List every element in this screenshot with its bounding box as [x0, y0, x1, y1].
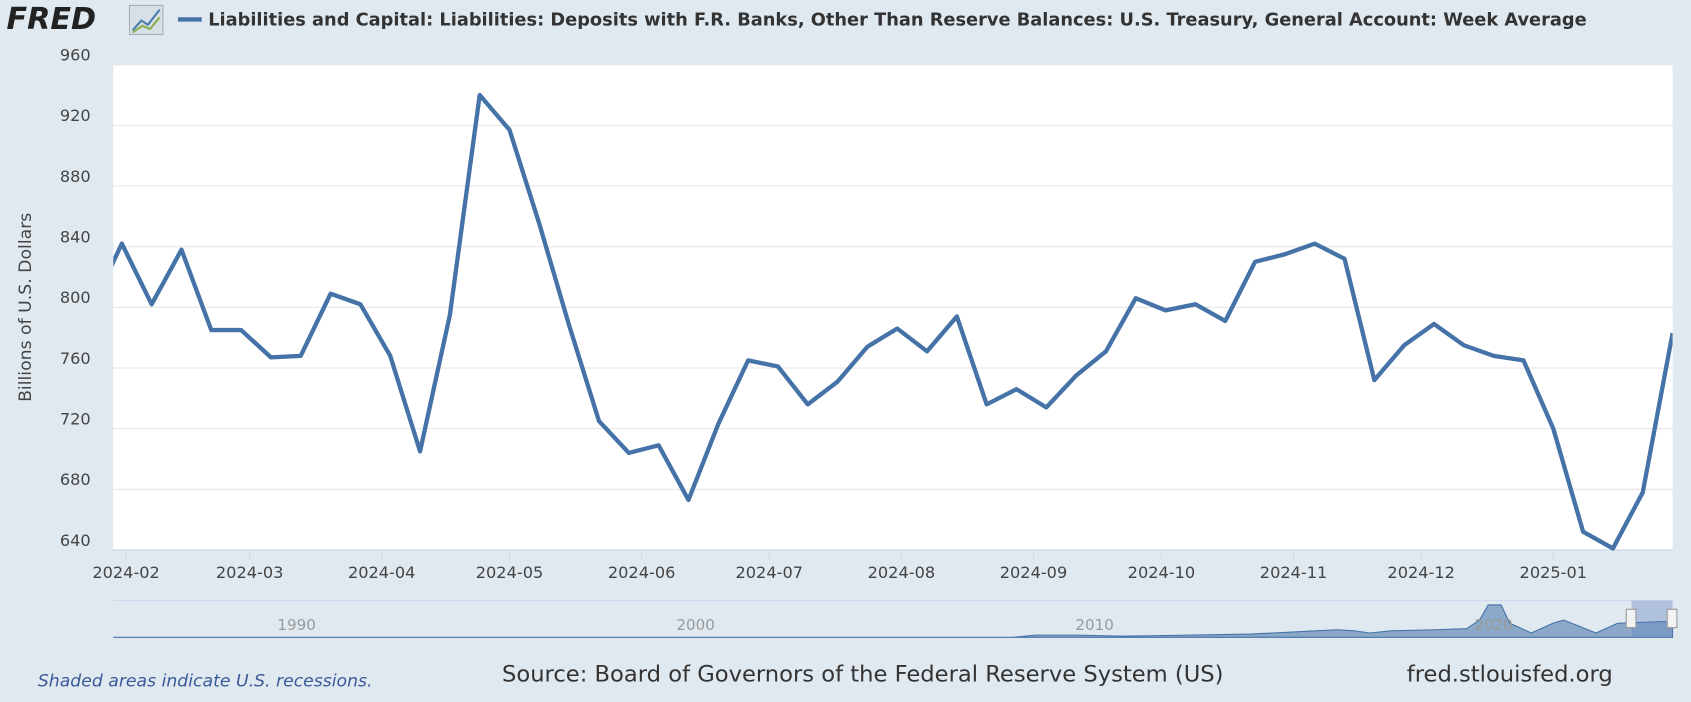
- navigator-label: 2020: [1474, 616, 1512, 634]
- legend-label: Liabilities and Capital: Liabilities: De…: [208, 9, 1586, 30]
- x-tick-label: 2024-06: [608, 563, 676, 582]
- x-tick-label: 2024-11: [1260, 563, 1328, 582]
- x-tick-label: 2024-03: [216, 563, 284, 582]
- x-tick-label: 2024-07: [736, 563, 804, 582]
- x-tick-label: 2024-08: [868, 563, 936, 582]
- y-tick-label: 880: [60, 167, 91, 186]
- logo: FRED: [7, 2, 97, 37]
- url: fred.stlouisfed.org: [1407, 662, 1613, 688]
- source: Source: Board of Governors of the Federa…: [502, 662, 1223, 688]
- y-tick-label: 960: [60, 46, 91, 65]
- navigator-label: 2000: [676, 616, 714, 634]
- x-tick-label: 2024-10: [1128, 563, 1196, 582]
- recession-note: Shaded areas indicate U.S. recessions.: [38, 672, 373, 692]
- x-tick-label: 2025-01: [1520, 563, 1588, 582]
- x-tick-label: 2024-02: [92, 563, 160, 582]
- y-tick-label: 920: [60, 106, 91, 125]
- data-line: [113, 92, 1673, 551]
- x-tick-label: 2024-12: [1387, 563, 1455, 582]
- y-tick-label: 720: [60, 410, 91, 429]
- y-axis-label: Billions of U.S. Dollars: [16, 213, 36, 402]
- logo-icon: [128, 4, 164, 36]
- x-tick-label: 2024-05: [476, 563, 544, 582]
- y-tick-label: 800: [60, 288, 91, 307]
- y-tick-label: 680: [60, 470, 91, 489]
- y-tick-label: 640: [60, 531, 91, 550]
- y-tick-label: 840: [60, 228, 91, 247]
- x-tick-label: 2024-09: [1000, 563, 1068, 582]
- x-tick-label: 2024-04: [348, 563, 416, 582]
- navigator: 1990 2000 2010 2020: [113, 600, 1678, 638]
- y-tick-label: 760: [60, 349, 91, 368]
- navigator-label: 2010: [1075, 616, 1113, 634]
- navigator-label: 1990: [277, 616, 315, 634]
